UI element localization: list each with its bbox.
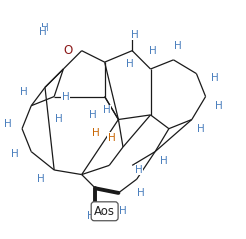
Text: H: H — [11, 149, 19, 159]
Text: H: H — [149, 46, 157, 56]
Text: H: H — [211, 73, 219, 83]
Text: H: H — [4, 119, 12, 129]
Text: H: H — [39, 27, 46, 37]
Text: H: H — [160, 156, 168, 166]
Text: O: O — [63, 44, 73, 57]
Text: H: H — [138, 188, 145, 198]
Text: H: H — [197, 124, 205, 134]
Text: H: H — [108, 133, 115, 143]
Text: H: H — [87, 211, 95, 221]
Text: H: H — [62, 92, 70, 102]
Text: H: H — [131, 30, 138, 40]
Text: Aos: Aos — [94, 205, 115, 218]
Text: H: H — [103, 105, 111, 115]
Text: H: H — [92, 128, 99, 138]
Text: H: H — [135, 165, 143, 175]
Text: H: H — [20, 87, 28, 97]
Text: H: H — [119, 206, 127, 216]
Text: H: H — [55, 114, 63, 125]
Text: H: H — [89, 110, 97, 120]
Text: H: H — [126, 60, 134, 70]
Text: H: H — [174, 41, 182, 51]
Text: H: H — [41, 23, 49, 33]
Text: H: H — [36, 174, 44, 184]
Text: H: H — [215, 101, 223, 111]
